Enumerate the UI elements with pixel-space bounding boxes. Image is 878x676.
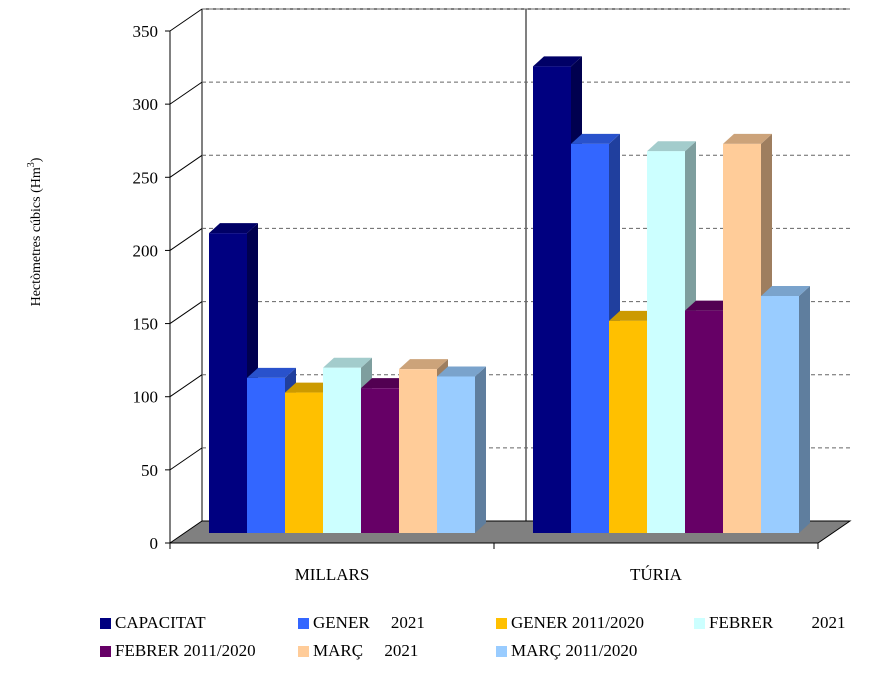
- bar-front: [247, 377, 285, 533]
- y-tick-label: 0: [150, 534, 159, 553]
- legend-swatch: [496, 645, 507, 657]
- legend-item: GENER 2021: [298, 613, 425, 633]
- bars: [209, 56, 810, 534]
- legend-item: MARÇ 2011/2020: [496, 641, 637, 661]
- bar-front: [723, 143, 761, 533]
- bar-top: [571, 133, 620, 144]
- bar-top: [323, 357, 372, 368]
- legend-item: FEBRER 2011/2020: [100, 641, 256, 661]
- bar-top: [209, 223, 258, 234]
- grid-diagonal: [169, 228, 203, 251]
- y-axis-label: Hectòmetres cúbics (Hm3): [26, 157, 44, 306]
- bar-side: [475, 366, 486, 533]
- bar-front: [361, 388, 399, 533]
- bar-túria-3: [647, 141, 696, 534]
- legend-swatch: [298, 645, 309, 657]
- y-tick-label: 50: [141, 461, 158, 480]
- bar-top: [723, 133, 772, 144]
- legend-swatch: [496, 617, 507, 629]
- legend-item: MARÇ 2021: [298, 641, 418, 661]
- bar-millars-6: [437, 366, 486, 533]
- bar-front: [437, 376, 475, 533]
- bar-front: [399, 369, 437, 533]
- bar-front: [209, 233, 247, 533]
- legend-label: MARÇ 2011/2020: [511, 641, 638, 660]
- grid-diagonal: [169, 8, 203, 32]
- legend-label: GENER 2011/2020: [511, 613, 645, 632]
- bar-millars-0: [209, 223, 258, 533]
- y-tick-label: 250: [133, 168, 159, 187]
- y-tick-label: 300: [133, 95, 159, 114]
- legend-swatch: [298, 617, 309, 629]
- legend-item: GENER 2011/2020: [496, 613, 644, 633]
- x-tick-labels: MILLARS TÚRIA: [295, 565, 683, 584]
- bar-front: [571, 143, 609, 533]
- bar-top: [247, 367, 296, 378]
- grid-diagonal: [169, 154, 203, 178]
- legend-swatch: [694, 617, 705, 629]
- bar-top: [361, 378, 410, 389]
- axes: [165, 30, 819, 549]
- bar-túria-1: [571, 133, 620, 533]
- legend-item: FEBRER 2021: [694, 613, 846, 633]
- legend-label: CAPACITAT: [115, 613, 206, 632]
- legend-item: CAPACITAT: [100, 613, 206, 633]
- x-tick-label: TÚRIA: [630, 565, 683, 584]
- bar-top: [647, 141, 696, 152]
- bar-front: [761, 296, 799, 533]
- bar-front: [323, 367, 361, 533]
- bar-top: [285, 382, 334, 393]
- y-tick-label: 350: [133, 22, 159, 41]
- bar-side: [799, 286, 810, 533]
- bar-front: [285, 392, 323, 533]
- bar-top: [761, 286, 810, 297]
- bar-top: [399, 359, 448, 370]
- y-tick-label: 200: [133, 241, 159, 260]
- bar-top: [533, 56, 582, 67]
- bar-top: [685, 300, 734, 311]
- legend-label: GENER 2021: [313, 613, 425, 632]
- legend-swatch: [100, 617, 111, 629]
- legend-swatch: [100, 645, 111, 657]
- legend-label: MARÇ 2021: [313, 641, 419, 660]
- bar-top: [609, 310, 658, 321]
- legend-label: FEBRER 2011/2020: [115, 641, 256, 660]
- bar-front: [609, 320, 647, 533]
- x-tick-label: MILLARS: [295, 565, 370, 584]
- grid-diagonal: [169, 447, 203, 471]
- bar-front: [533, 66, 571, 533]
- bar-front: [685, 310, 723, 533]
- y-tick-label: 100: [133, 388, 159, 407]
- grid-diagonal: [169, 374, 203, 398]
- y-tick-label: 150: [133, 315, 159, 334]
- grid-diagonal: [169, 301, 203, 324]
- bar-túria-6: [761, 286, 810, 533]
- bar-top: [437, 366, 486, 377]
- legend-label: FEBRER 2021: [709, 613, 846, 632]
- y-tick-labels: 0 50 100 150 200 250 300 350: [133, 22, 159, 553]
- bar-front: [647, 151, 685, 534]
- grid-diagonal: [169, 81, 203, 105]
